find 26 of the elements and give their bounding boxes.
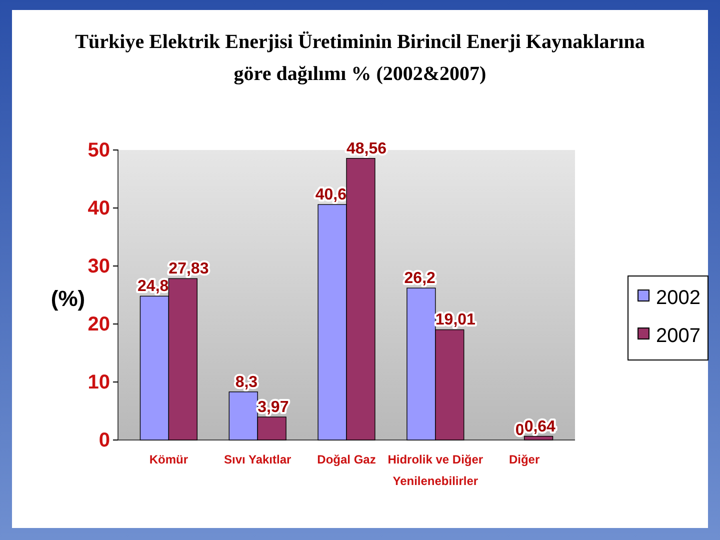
- data-label: 3,97: [258, 398, 289, 416]
- legend-label: 2002: [656, 287, 700, 309]
- chart-title: Türkiye Elektrik Enerjisi Üretiminin Birincil Enerji Kaynaklarına göre dağılımı % (2002&2007): [75, 31, 645, 85]
- y-tick-label: 20: [88, 313, 110, 336]
- bar: [524, 436, 554, 440]
- data-label: 48,56: [346, 140, 387, 158]
- y-tick-label: 50: [88, 139, 110, 162]
- x-tick-label: Doğal Gaz: [317, 452, 376, 466]
- data-label: 0,64: [524, 418, 556, 436]
- data-label: 19,01: [435, 312, 476, 329]
- x-tick-label: Kömür: [149, 452, 188, 466]
- x-tick-label: Hidrolik ve Diğer Yenilenebilirler: [388, 452, 484, 488]
- legend-label: 2007: [656, 325, 700, 347]
- y-tick-label: 0: [98, 429, 110, 452]
- data-label: 40,6: [315, 186, 347, 204]
- data-label: 8,3: [235, 374, 258, 391]
- data-label: 24,8: [138, 278, 169, 296]
- data-label: 26,2: [404, 270, 436, 288]
- y-tick-label: 30: [88, 255, 110, 278]
- data-label: 27,83: [168, 260, 209, 278]
- y-axis-title: (%): [50, 286, 86, 311]
- data-label: 0: [515, 422, 524, 439]
- y-tick-label: 10: [88, 371, 110, 394]
- x-tick-label: Diğer: [508, 452, 540, 466]
- x-tick-label: Sıvı Yakıtlar: [224, 452, 292, 466]
- y-tick-label: 40: [88, 197, 110, 220]
